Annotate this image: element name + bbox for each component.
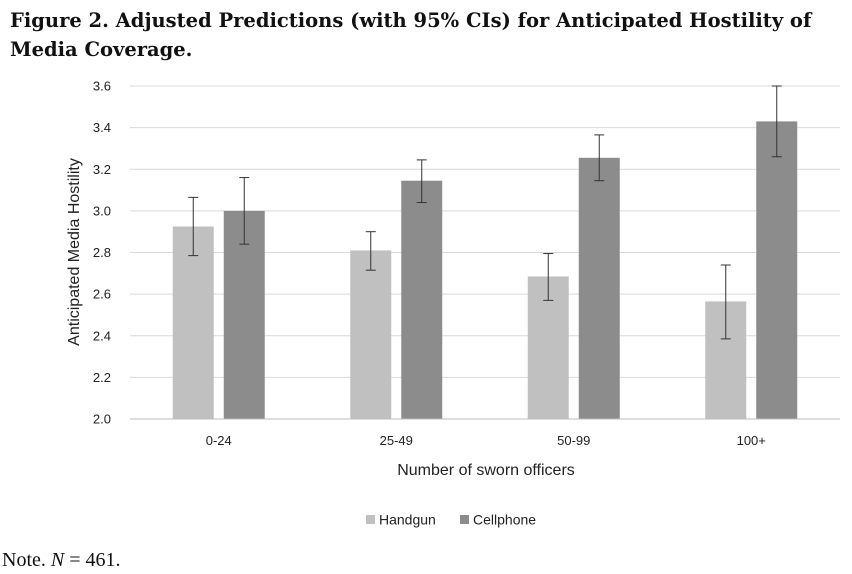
bars: [172, 121, 798, 419]
legend-swatch: [366, 515, 375, 524]
bar-cellphone-50-99: [578, 157, 620, 419]
error-bar: [543, 253, 554, 301]
legend-swatch: [460, 515, 469, 524]
bar-cellphone-25-49: [401, 180, 443, 419]
error-bar: [416, 159, 427, 204]
x-axis-ticks: 0-24 25-49 50-99 100+: [206, 433, 766, 448]
figure-title: Figure 2. Adjusted Predictions (with 95%…: [10, 9, 812, 61]
y-tick-label: 3.4: [93, 120, 111, 135]
y-tick-label: 2.6: [93, 287, 111, 302]
x-tick-label: 0-24: [206, 433, 232, 448]
x-tick-label: 25-49: [380, 433, 413, 448]
bar-handgun-25-49: [350, 250, 392, 419]
error-bars: [188, 85, 782, 340]
x-tick-label: 50-99: [557, 433, 590, 448]
y-tick-label: 3.6: [93, 79, 111, 94]
x-axis-title: Number of sworn officers: [397, 462, 575, 479]
x-tick-label: 100+: [737, 433, 766, 448]
error-bar: [365, 231, 376, 271]
legend: Handgun Cellphone: [366, 512, 536, 528]
note-n: N: [50, 549, 65, 571]
bar-handgun-0-24: [172, 226, 214, 419]
error-bar: [594, 134, 605, 182]
y-axis-ticks: 2.0 2.2 2.4 2.6 2.8 3.0 3.2 3.4 3.6: [93, 79, 111, 427]
legend-label: Cellphone: [473, 512, 536, 528]
bar-cellphone-0-24: [223, 210, 265, 419]
legend-label: Handgun: [379, 512, 436, 528]
y-tick-label: 2.0: [93, 412, 111, 427]
note-suffix: = 461.: [64, 549, 121, 571]
y-tick-label: 3.0: [93, 203, 111, 218]
y-axis-title: Anticipated Media Hostility: [66, 158, 83, 346]
bar-cellphone-100+: [756, 121, 798, 419]
y-tick-label: 2.2: [93, 370, 111, 385]
error-bar: [188, 196, 199, 257]
legend-item-handgun: Handgun: [366, 512, 436, 528]
y-tick-label: 2.8: [93, 245, 111, 260]
y-tick-label: 3.2: [93, 162, 111, 177]
error-bar: [771, 85, 782, 158]
error-bar: [239, 177, 250, 245]
y-tick-label: 2.4: [93, 328, 111, 343]
note-prefix: Note.: [2, 549, 51, 571]
figure-note: Note. N = 461.: [2, 549, 121, 572]
error-bar: [720, 264, 731, 340]
legend-item-cellphone: Cellphone: [460, 512, 536, 528]
